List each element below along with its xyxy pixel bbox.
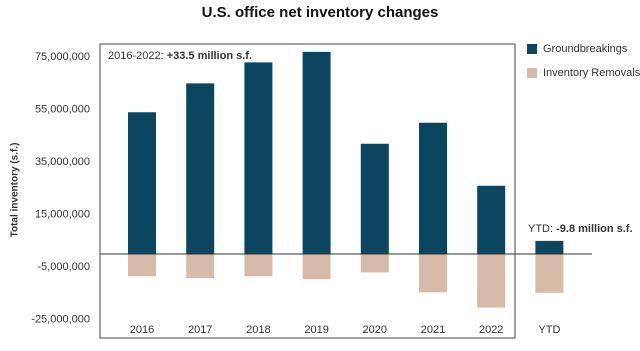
legend-label: Groundbreakings: [543, 43, 628, 55]
bar: [477, 254, 506, 308]
annotation-prefix: 2016-2022:: [108, 50, 167, 62]
annotation: 2016-2022: +33.5 million s.f.: [108, 50, 252, 62]
bar: [360, 143, 389, 254]
legend-label: Inventory Removals: [543, 67, 640, 79]
legend-swatch: [527, 68, 537, 78]
y-tick-label: 15,000,000: [35, 209, 90, 221]
x-tick-label: 2022: [479, 324, 503, 336]
bar: [419, 254, 447, 293]
bar: [186, 83, 215, 254]
y-tick-label: -25,000,000: [31, 314, 90, 326]
annotation-value: -9.8 million s.f.: [556, 223, 632, 235]
plot-frame: [99, 43, 516, 339]
y-axis-label: Total inventory (s.f.): [10, 143, 21, 238]
x-tick-label: 2021: [421, 324, 445, 336]
bar: [360, 254, 389, 273]
x-tick-label: 2017: [188, 324, 212, 336]
bar: [244, 62, 273, 254]
x-tick-label: 2016: [130, 324, 154, 336]
annotation-value: +33.5 million s.f.: [167, 50, 252, 62]
y-tick-label: 55,000,000: [35, 104, 90, 116]
bar: [477, 185, 506, 254]
x-tick-label: 2019: [304, 324, 328, 336]
legend-swatch: [527, 44, 537, 54]
bar: [535, 254, 564, 293]
y-tick-label: 75,000,000: [35, 51, 90, 63]
bar: [302, 254, 331, 280]
bar: [419, 122, 447, 254]
annotation: YTD: -9.8 million s.f.: [528, 223, 633, 235]
y-tick-label: 35,000,000: [35, 156, 90, 168]
bar: [128, 112, 156, 254]
bar: [535, 240, 564, 254]
chart-title: U.S. office net inventory changes: [202, 4, 439, 21]
x-tick-label: 2018: [246, 324, 270, 336]
bar: [244, 254, 273, 277]
bar: [186, 254, 215, 279]
annotation-prefix: YTD:: [528, 223, 556, 235]
bar: [128, 254, 156, 277]
bar: [302, 51, 331, 254]
y-tick-label: -5,000,000: [37, 261, 90, 273]
x-tick-label: YTD: [538, 324, 560, 336]
x-tick-label: 2020: [363, 324, 387, 336]
